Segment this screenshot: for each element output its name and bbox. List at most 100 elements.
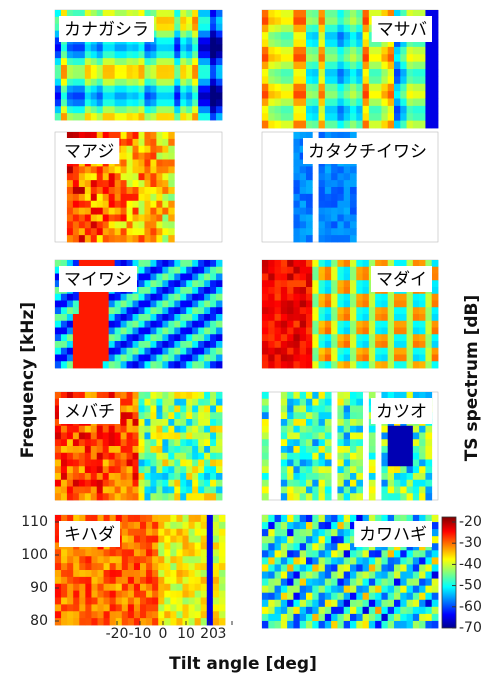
heatmap-cell xyxy=(139,166,145,173)
heatmap-cell xyxy=(312,301,319,308)
heatmap-cell xyxy=(356,54,363,62)
heatmap-cell xyxy=(300,235,307,242)
heatmap-cell xyxy=(162,44,168,51)
heatmap-cell xyxy=(300,348,307,355)
heatmap-cell xyxy=(91,591,97,598)
heatmap-cell xyxy=(325,201,332,208)
heatmap-cell xyxy=(306,287,313,294)
heatmap-cell xyxy=(152,543,158,550)
heatmap-cell xyxy=(369,426,376,433)
heatmap-cell xyxy=(331,522,338,529)
heatmap-cell xyxy=(262,301,269,308)
heatmap-cell xyxy=(139,453,145,460)
heatmap-cell xyxy=(287,439,294,446)
heatmap-cell xyxy=(61,328,67,335)
heatmap-cell xyxy=(306,564,313,571)
heatmap-cell xyxy=(180,106,186,113)
heatmap-cell xyxy=(152,591,158,598)
heatmap-cell xyxy=(262,412,269,419)
heatmap-cell xyxy=(103,180,109,187)
heatmap-cell xyxy=(133,412,139,419)
heatmap-cell xyxy=(67,549,73,556)
heatmap-cell xyxy=(121,132,127,139)
heatmap-cell xyxy=(319,215,326,222)
heatmap-cell xyxy=(61,86,67,93)
heatmap-cell xyxy=(344,607,351,614)
heatmap-cell xyxy=(85,72,91,79)
heatmap-cell xyxy=(419,69,426,77)
heatmap-cell xyxy=(293,180,300,187)
heatmap-cell xyxy=(219,577,225,584)
heatmap-cell xyxy=(216,341,222,348)
heatmap-cell xyxy=(91,549,97,556)
heatmap-cell xyxy=(140,570,146,577)
heatmap-cell xyxy=(201,598,207,605)
heatmap-cell xyxy=(275,54,282,62)
heatmap-cell xyxy=(144,446,150,453)
heatmap-cell xyxy=(133,72,139,79)
heatmap-cell xyxy=(116,570,122,577)
heatmap-cell xyxy=(168,51,174,58)
heatmap-cell xyxy=(170,556,176,563)
heatmap-cell xyxy=(268,341,275,348)
heatmap-cell xyxy=(133,355,139,362)
heatmap-cell xyxy=(183,591,189,598)
heatmap-cell xyxy=(162,187,168,194)
heatmap-cell xyxy=(162,460,168,467)
heatmap-cell xyxy=(174,355,180,362)
heatmap-cell xyxy=(122,598,128,605)
heatmap-cell xyxy=(85,166,91,173)
heatmap-cell xyxy=(168,139,174,146)
heatmap-cell xyxy=(325,294,332,301)
heatmap-cell xyxy=(413,334,420,341)
heatmap-cell xyxy=(331,201,338,208)
heatmap-cell xyxy=(162,419,168,426)
heatmap-cell xyxy=(306,460,313,467)
heatmap-cell xyxy=(186,328,192,335)
heatmap-cell xyxy=(121,58,127,65)
heatmap-cell xyxy=(192,399,198,406)
heatmap-cell xyxy=(79,307,85,314)
heatmap-cell xyxy=(210,307,216,314)
heatmap-cell xyxy=(300,260,307,267)
heatmap-cell xyxy=(293,113,300,121)
heatmap-cell xyxy=(162,180,168,187)
heatmap-cell xyxy=(350,91,357,99)
heatmap-cell xyxy=(180,260,186,267)
heatmap-cell xyxy=(67,51,73,58)
heatmap-cell xyxy=(85,51,91,58)
heatmap-cell xyxy=(293,208,300,215)
heatmap-cell xyxy=(79,321,85,328)
heatmap-cell xyxy=(388,557,395,564)
heatmap-cell xyxy=(156,221,162,228)
heatmap-cell xyxy=(104,591,110,598)
heatmap-cell xyxy=(55,321,61,328)
heatmap-cell xyxy=(275,267,282,274)
heatmap-cell xyxy=(275,76,282,84)
heatmap-cell xyxy=(207,570,213,577)
heatmap-cell xyxy=(331,166,338,173)
heatmap-cell xyxy=(432,550,439,557)
heatmap-cell xyxy=(121,235,127,242)
heatmap-cell xyxy=(174,113,180,120)
heatmap-cell xyxy=(293,473,300,480)
heatmap-cell xyxy=(146,563,152,570)
heatmap-cell xyxy=(350,328,357,335)
heatmap-cell xyxy=(67,235,73,242)
heatmap-cell xyxy=(419,84,426,92)
heatmap-cell xyxy=(115,301,121,308)
heatmap-cell xyxy=(139,280,145,287)
heatmap-cell xyxy=(133,194,139,201)
heatmap-cell xyxy=(281,40,288,48)
heatmap-cell xyxy=(293,487,300,494)
heatmap-cell xyxy=(281,487,288,494)
heatmap-cell xyxy=(216,473,222,480)
heatmap-cell xyxy=(312,361,319,368)
heatmap-cell xyxy=(121,460,127,467)
heatmap-cell xyxy=(216,294,222,301)
heatmap-cell xyxy=(432,17,439,25)
heatmap-cell xyxy=(275,99,282,107)
heatmap-cell xyxy=(85,314,91,321)
heatmap-cell xyxy=(152,598,158,605)
heatmap-cell xyxy=(413,433,420,440)
